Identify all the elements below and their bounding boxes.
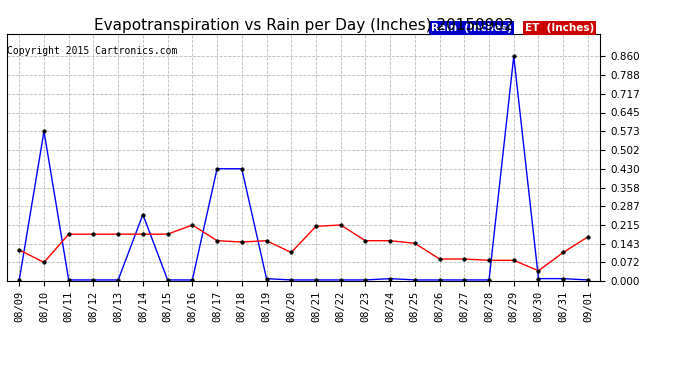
Text: Rain  (Inches): Rain (Inches)	[431, 22, 512, 33]
Text: Copyright 2015 Cartronics.com: Copyright 2015 Cartronics.com	[7, 46, 177, 56]
Text: ET  (Inches): ET (Inches)	[525, 22, 594, 33]
Title: Evapotranspiration vs Rain per Day (Inches) 20150902: Evapotranspiration vs Rain per Day (Inch…	[94, 18, 513, 33]
